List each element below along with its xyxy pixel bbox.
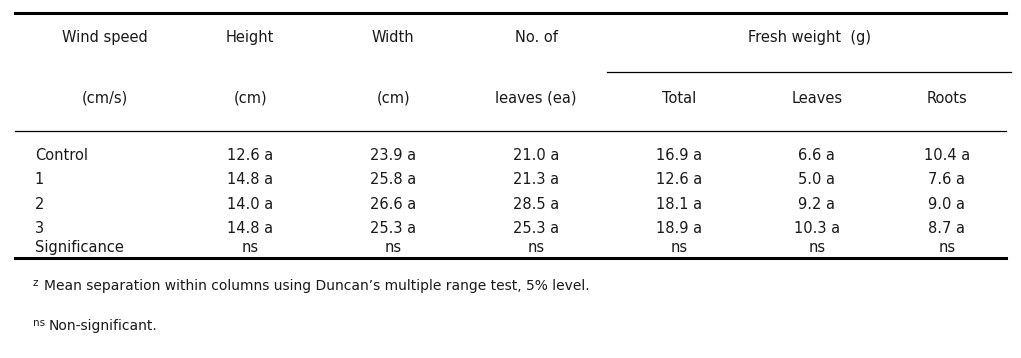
Text: 25.8 a: 25.8 a	[370, 172, 417, 187]
Text: ns: ns	[242, 240, 258, 255]
Text: (cm): (cm)	[234, 91, 266, 106]
Text: 18.9 a: 18.9 a	[655, 221, 702, 236]
Text: Leaves: Leaves	[791, 91, 842, 106]
Text: 7.6 a: 7.6 a	[928, 172, 966, 187]
Text: 14.8 a: 14.8 a	[227, 172, 274, 187]
Text: 3: 3	[35, 221, 44, 236]
Text: ns: ns	[385, 240, 401, 255]
Text: ns: ns	[809, 240, 825, 255]
Text: 16.9 a: 16.9 a	[655, 148, 702, 163]
Text: 12.6 a: 12.6 a	[227, 148, 274, 163]
Text: Roots: Roots	[927, 91, 967, 106]
Text: 9.0 a: 9.0 a	[928, 197, 966, 212]
Text: Height: Height	[226, 30, 275, 45]
Text: 25.3 a: 25.3 a	[513, 221, 560, 236]
Text: 21.3 a: 21.3 a	[513, 172, 560, 187]
Text: Fresh weight  (g): Fresh weight (g)	[747, 30, 871, 45]
Text: Total: Total	[662, 91, 696, 106]
Text: No. of: No. of	[515, 30, 557, 45]
Text: Mean separation within columns using Duncan’s multiple range test, 5% level.: Mean separation within columns using Dun…	[44, 279, 589, 294]
Text: 14.0 a: 14.0 a	[227, 197, 274, 212]
Text: 21.0 a: 21.0 a	[513, 148, 560, 163]
Text: ns: ns	[938, 240, 956, 255]
Text: Width: Width	[372, 30, 415, 45]
Text: ns: ns	[528, 240, 544, 255]
Text: (cm/s): (cm/s)	[82, 91, 128, 106]
Text: ns: ns	[33, 318, 45, 328]
Text: 10.3 a: 10.3 a	[793, 221, 840, 236]
Text: 6.6 a: 6.6 a	[798, 148, 835, 163]
Text: 12.6 a: 12.6 a	[655, 172, 702, 187]
Text: ns: ns	[671, 240, 687, 255]
Text: 2: 2	[35, 197, 44, 212]
Text: Control: Control	[35, 148, 88, 163]
Text: 26.6 a: 26.6 a	[370, 197, 417, 212]
Text: 5.0 a: 5.0 a	[798, 172, 835, 187]
Text: Wind speed: Wind speed	[62, 30, 147, 45]
Text: 1: 1	[35, 172, 44, 187]
Text: 9.2 a: 9.2 a	[798, 197, 835, 212]
Text: z: z	[33, 279, 38, 289]
Text: Significance: Significance	[35, 240, 124, 255]
Text: Non-significant.: Non-significant.	[49, 319, 158, 333]
Text: 23.9 a: 23.9 a	[370, 148, 417, 163]
Text: leaves (ea): leaves (ea)	[495, 91, 577, 106]
Text: 18.1 a: 18.1 a	[655, 197, 702, 212]
Text: 10.4 a: 10.4 a	[924, 148, 970, 163]
Text: 8.7 a: 8.7 a	[928, 221, 966, 236]
Text: 25.3 a: 25.3 a	[370, 221, 417, 236]
Text: 28.5 a: 28.5 a	[513, 197, 560, 212]
Text: (cm): (cm)	[377, 91, 409, 106]
Text: 14.8 a: 14.8 a	[227, 221, 274, 236]
